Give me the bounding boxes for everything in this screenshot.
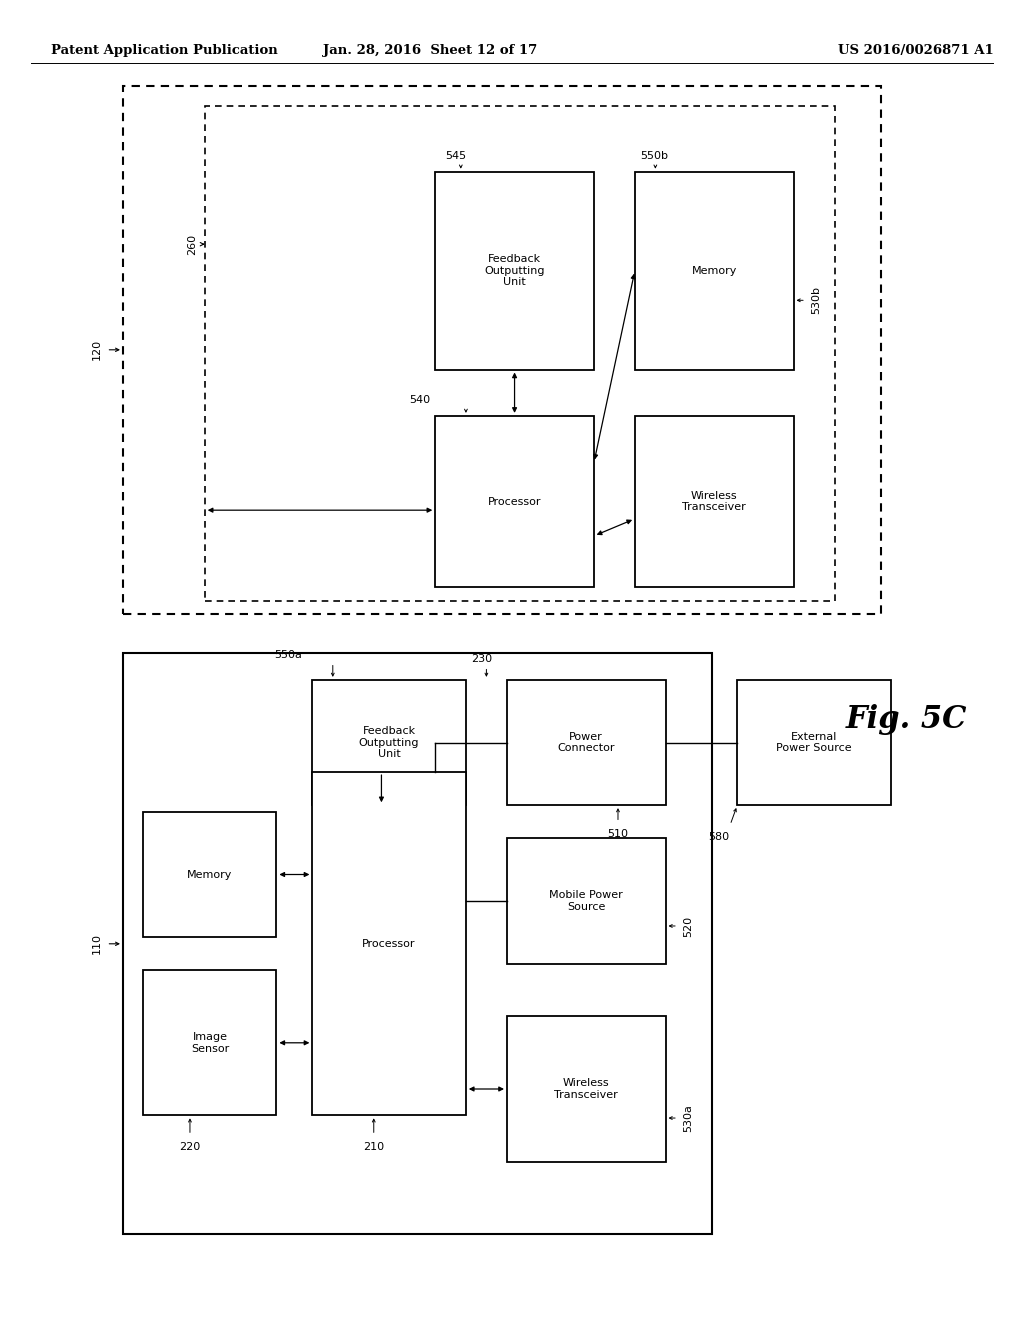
Text: Jan. 28, 2016  Sheet 12 of 17: Jan. 28, 2016 Sheet 12 of 17 — [323, 44, 538, 57]
Text: Wireless
Transceiver: Wireless Transceiver — [554, 1078, 618, 1100]
Text: 110: 110 — [92, 933, 102, 954]
Text: Memory: Memory — [691, 265, 737, 276]
Text: 540: 540 — [409, 395, 430, 405]
Text: 230: 230 — [471, 653, 493, 664]
Text: 510: 510 — [607, 829, 629, 840]
Text: 545: 545 — [445, 150, 467, 161]
Text: 220: 220 — [179, 1142, 201, 1152]
Bar — [205, 106, 835, 601]
Text: 520: 520 — [683, 915, 693, 937]
Text: Processor: Processor — [362, 939, 416, 949]
Bar — [507, 680, 666, 805]
Bar — [435, 172, 594, 370]
Text: External
Power Source: External Power Source — [776, 731, 852, 754]
Text: Power
Connector: Power Connector — [557, 731, 615, 754]
Bar — [143, 970, 276, 1115]
Bar — [507, 1016, 666, 1162]
Text: 550a: 550a — [274, 649, 302, 660]
Text: 530a: 530a — [683, 1104, 693, 1133]
Bar — [143, 812, 276, 937]
Text: Patent Application Publication: Patent Application Publication — [51, 44, 278, 57]
Bar — [737, 680, 891, 805]
Bar — [123, 653, 712, 1234]
Text: 550b: 550b — [640, 150, 668, 161]
Bar — [635, 416, 794, 587]
Bar — [507, 838, 666, 964]
Text: Mobile Power
Source: Mobile Power Source — [549, 890, 624, 912]
Bar — [635, 172, 794, 370]
Text: Wireless
Transceiver: Wireless Transceiver — [682, 491, 746, 512]
Bar — [312, 772, 466, 1115]
Text: 210: 210 — [364, 1142, 384, 1152]
Text: 580: 580 — [708, 832, 729, 842]
Text: 260: 260 — [187, 234, 198, 255]
Text: Feedback
Outputting
Unit: Feedback Outputting Unit — [484, 253, 545, 288]
Text: Memory: Memory — [187, 870, 232, 879]
Text: 530b: 530b — [811, 286, 821, 314]
Text: 120: 120 — [92, 339, 102, 360]
Bar — [123, 86, 881, 614]
Text: Fig. 5C: Fig. 5C — [846, 704, 967, 735]
Bar — [312, 680, 466, 805]
Text: US 2016/0026871 A1: US 2016/0026871 A1 — [838, 44, 993, 57]
Bar — [435, 416, 594, 587]
Text: Image
Sensor: Image Sensor — [190, 1032, 229, 1053]
Text: Processor: Processor — [487, 496, 542, 507]
Text: Feedback
Outputting
Unit: Feedback Outputting Unit — [358, 726, 420, 759]
